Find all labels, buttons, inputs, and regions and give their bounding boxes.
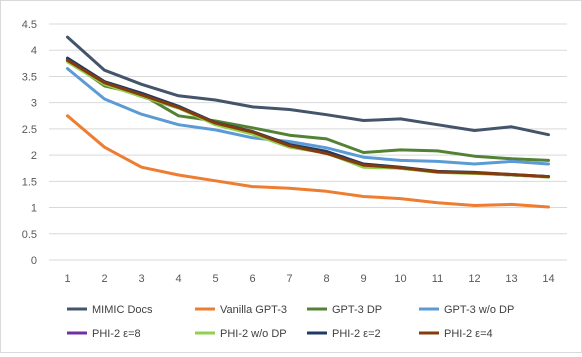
- x-tick-label: 12: [468, 273, 480, 285]
- y-tick-label: 3: [31, 98, 37, 110]
- x-tick-label: 9: [360, 273, 366, 285]
- series-line-phi-2-4: [66, 58, 550, 179]
- y-tick-label: 0.5: [22, 229, 37, 241]
- x-axis-ticks: 1 2 3 4 5 6 7 8 9 10 11 12 13 14: [64, 273, 554, 285]
- y-axis-ticks: 0 0.5 1 1.5 2 2.5 3 3.5 4 4.5: [22, 19, 37, 267]
- legend-label-vanilla-gpt-3: Vanilla GPT-3: [220, 304, 287, 316]
- y-tick-label: 0: [31, 255, 37, 267]
- x-tick-label: 2: [101, 273, 107, 285]
- y-tick-label: 1.5: [22, 176, 37, 188]
- x-tick-label: 14: [542, 273, 554, 285]
- x-tick-label: 13: [505, 273, 517, 285]
- legend-label-phi-2-4: PHI-2 ε=4: [444, 328, 493, 340]
- legend-label-gpt-3-dp: GPT-3 DP: [332, 304, 382, 316]
- y-tick-label: 2.5: [22, 124, 37, 136]
- series-line-vanilla-gpt-3: [66, 114, 550, 209]
- x-tick-label: 10: [394, 273, 406, 285]
- legend-label-gpt-3-w-o-dp: GPT-3 w/o DP: [444, 304, 514, 316]
- gridlines: [49, 23, 567, 261]
- x-tick-label: 11: [432, 273, 443, 285]
- y-tick-label: 3.5: [22, 71, 37, 83]
- line-chart: 00.511.522.533.544.5 1 2 3 4 5 6 7 8 9 10 11 12 13 14…: [22, 19, 567, 340]
- series-lines: [66, 35, 550, 209]
- x-tick-label: 7: [286, 273, 292, 285]
- legend-label-phi-2-8: PHI-2 ε=8: [92, 328, 141, 340]
- y-tick-label: 2: [31, 150, 37, 162]
- legend-label-mimic-docs: MIMIC Docs: [92, 304, 153, 316]
- x-tick-label: 4: [175, 273, 181, 285]
- series-line-gpt-3-w-o-dp: [66, 67, 550, 166]
- series-line-mimic-docs: [66, 35, 550, 137]
- x-tick-label: 1: [64, 273, 70, 285]
- y-tick-label: 1: [31, 203, 37, 215]
- x-tick-label: 8: [323, 273, 329, 285]
- legend-label-phi-2-2: PHI-2 ε=2: [332, 328, 381, 340]
- series-line-phi-2-2: [66, 56, 550, 179]
- legend-label-phi-2-w-o-dp: PHI-2 w/o DP: [220, 328, 287, 340]
- y-tick-label: 4: [31, 45, 37, 57]
- y-tick-label: 4.5: [22, 19, 37, 31]
- series-line-phi-2-w-o-dp: [66, 60, 550, 179]
- x-tick-label: 6: [249, 273, 255, 285]
- x-tick-label: 3: [138, 273, 144, 285]
- x-tick-label: 5: [212, 273, 218, 285]
- legend: MIMIC Docs Vanilla GPT-3 GPT-3 DP GPT-3 w/o…: [67, 304, 514, 340]
- series-line-phi-2-8: [66, 59, 550, 179]
